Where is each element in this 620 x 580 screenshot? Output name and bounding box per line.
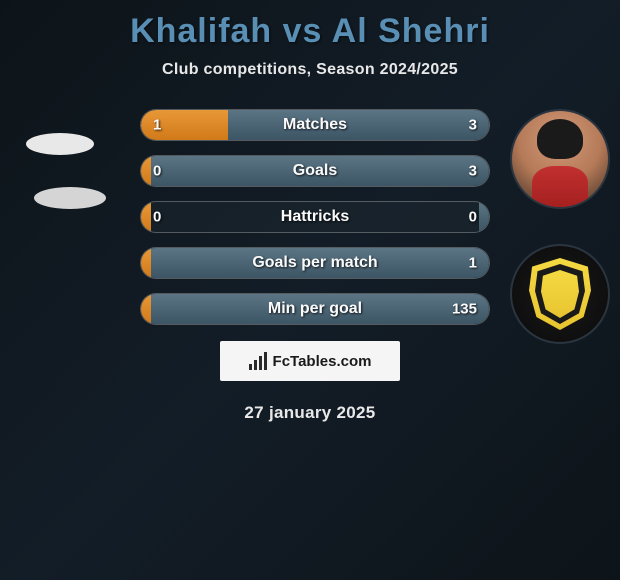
stat-row: 1 Matches 3: [140, 109, 490, 141]
stat-fill-left: [141, 248, 151, 278]
stat-fill-left: [141, 294, 151, 324]
club-right-badge: [510, 244, 610, 344]
stat-value-right: 3: [469, 163, 477, 180]
stat-value-left: 0: [153, 209, 161, 226]
stat-fill-right: [479, 202, 489, 232]
player-left-placeholder2-icon: [34, 187, 106, 209]
comparison-section: 1 Matches 3 0 Goals 3 0 Hattricks 0 Goals per mat…: [0, 109, 620, 325]
stat-fill-left: [141, 156, 151, 186]
stat-row: Min per goal 135: [140, 293, 490, 325]
stat-fill-left: [141, 202, 151, 232]
stat-row: Goals per match 1: [140, 247, 490, 279]
page-title: Khalifah vs Al Shehri: [0, 0, 620, 51]
stat-fill-right: [228, 110, 489, 140]
brand-text: FcTables.com: [273, 353, 372, 370]
stat-value-left: 0: [153, 163, 161, 180]
player-right-avatar: [510, 109, 610, 209]
stat-value-right: 1: [469, 255, 477, 272]
stat-label: Hattricks: [281, 208, 349, 226]
stat-row: 0 Goals 3: [140, 155, 490, 187]
snapshot-date: 27 january 2025: [0, 403, 620, 423]
brand-bars-icon: [249, 352, 267, 370]
stat-value-right: 3: [469, 117, 477, 134]
stat-label: Min per goal: [268, 300, 362, 318]
subtitle: Club competitions, Season 2024/2025: [0, 61, 620, 79]
stat-label: Goals: [293, 162, 337, 180]
brand-logo: FcTables.com: [220, 341, 400, 381]
player-left-placeholder-icon: [26, 133, 94, 155]
stat-value-right: 0: [469, 209, 477, 226]
stat-value-left: 1: [153, 117, 161, 134]
stat-value-right: 135: [452, 301, 477, 318]
stat-row: 0 Hattricks 0: [140, 201, 490, 233]
club-shield-icon: [529, 258, 591, 330]
stat-label: Matches: [283, 116, 347, 134]
stat-label: Goals per match: [252, 254, 377, 272]
stats-list: 1 Matches 3 0 Goals 3 0 Hattricks 0 Goals per mat…: [140, 109, 490, 325]
